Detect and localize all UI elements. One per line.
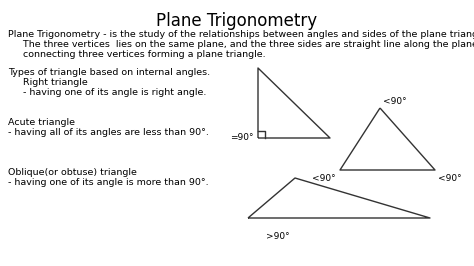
Text: <90°: <90° [383, 97, 407, 106]
Text: connecting three vertices forming a plane triangle.: connecting three vertices forming a plan… [8, 50, 265, 59]
Text: Plane Trigonometry - is the study of the relationships between angles and sides : Plane Trigonometry - is the study of the… [8, 30, 474, 39]
Text: <90°: <90° [312, 174, 336, 183]
Text: Plane Trigonometry: Plane Trigonometry [156, 12, 318, 30]
Text: Acute triangle: Acute triangle [8, 118, 75, 127]
Text: Right triangle: Right triangle [8, 78, 88, 87]
Text: The three vertices  lies on the same plane, and the three sides are straight lin: The three vertices lies on the same plan… [8, 40, 474, 49]
Text: Oblique(or obtuse) triangle: Oblique(or obtuse) triangle [8, 168, 137, 177]
Text: - having all of its angles are less than 90°.: - having all of its angles are less than… [8, 128, 209, 137]
Text: =90°: =90° [230, 134, 254, 143]
Text: Types of triangle based on internal angles.: Types of triangle based on internal angl… [8, 68, 210, 77]
Text: >90°: >90° [266, 232, 290, 241]
Text: - having one of its angle is more than 90°.: - having one of its angle is more than 9… [8, 178, 209, 187]
Text: - having one of its angle is right angle.: - having one of its angle is right angle… [8, 88, 206, 97]
Text: <90°: <90° [438, 174, 462, 183]
